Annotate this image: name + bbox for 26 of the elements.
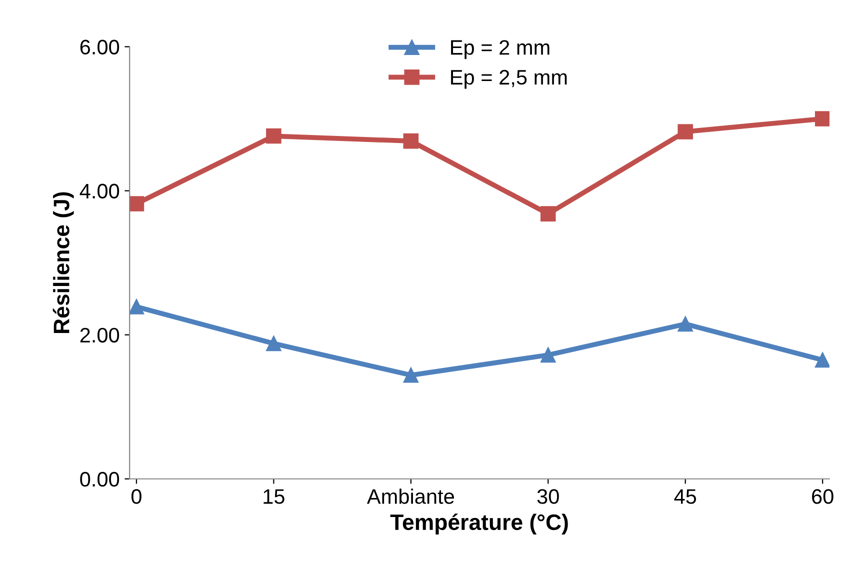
y-axis-title: Résilience (J) [52,192,74,333]
point [678,316,693,332]
point [540,206,556,222]
point [540,347,556,363]
y-tick-label: 0.00 [80,472,120,487]
point [403,133,419,149]
x-tick-label: 45 [674,489,696,504]
point [814,111,830,126]
x-tick-label: 0 [131,489,142,504]
x-tick-label: 15 [264,489,284,504]
point [678,124,693,140]
y-tick-label: 4.00 [80,184,120,199]
y-tick-label: 2.00 [80,328,120,343]
point [266,336,282,352]
point [814,352,830,368]
legend-label: Ep = 2 mm [451,40,550,59]
legend-label: Ep = 2,5 mm [451,70,567,89]
point [130,196,144,212]
y-tick-label: 6.00 [80,40,120,54]
point [266,128,282,144]
x-tick-label: Ambiante [366,488,454,504]
x-tick-label: 30 [537,489,559,504]
x-axis-title: Température (°C) [390,514,568,534]
point [403,368,419,383]
point [130,299,144,314]
x-tick-label: 60 [812,489,834,504]
